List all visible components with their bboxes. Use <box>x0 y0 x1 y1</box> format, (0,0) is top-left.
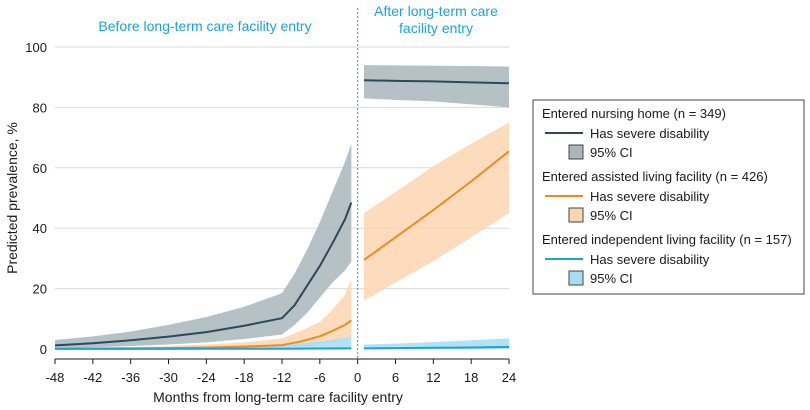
legend-ci-swatch-assisted <box>568 207 584 223</box>
y-axis-title: Predicted prevalence, % <box>4 122 20 274</box>
tick-layer: -48 -42 -36 -30 -24 -18 -12 -6 0 6 12 18 24 0 20 40 60 80… <box>25 40 516 385</box>
x-tick-label-18: 18 <box>464 370 478 385</box>
legend-line-label-nursing: Has severe disability <box>590 126 710 141</box>
y-tick-label-40: 40 <box>33 221 47 236</box>
series-line-assisted-after <box>363 150 510 261</box>
x-tick-label--30: -30 <box>159 370 178 385</box>
section-label-after-line2: facility entry <box>399 20 473 36</box>
x-tick-label-24: 24 <box>502 370 516 385</box>
line-layer <box>54 79 510 350</box>
x-tick-label--42: -42 <box>83 370 102 385</box>
y-tick-label-100: 100 <box>25 40 47 55</box>
ci-band-nursing-before <box>55 143 352 349</box>
series-line-nursing-after <box>363 79 510 85</box>
x-tick-label--18: -18 <box>235 370 254 385</box>
y-tick-label-20: 20 <box>33 282 47 297</box>
legend: Entered nursing home (n = 349) Has severe… <box>532 99 805 295</box>
legend-ci-swatch-independent <box>568 270 584 286</box>
series-line-independent-after <box>363 345 510 350</box>
legend-line-label-independent: Has severe disability <box>590 252 710 267</box>
x-tick-label-6: 6 <box>392 370 399 385</box>
y-tick-label-60: 60 <box>33 161 47 176</box>
x-tick-label--36: -36 <box>121 370 140 385</box>
x-tick-label--6: -6 <box>314 370 326 385</box>
legend-group-nursing: Entered nursing home (n = 349) <box>542 106 726 121</box>
series-line-nursing-before <box>54 202 353 347</box>
legend-group-independent: Entered independent living facility (n =… <box>542 232 792 247</box>
x-tick-label-0: 0 <box>354 370 361 385</box>
legend-group-assisted: Entered assisted living facility (n = 42… <box>542 169 768 184</box>
legend-ci-label-nursing: 95% CI <box>590 145 633 160</box>
legend-ci-label-independent: 95% CI <box>590 271 633 286</box>
x-tick-label--12: -12 <box>273 370 292 385</box>
ci-band-assisted-after <box>363 122 509 301</box>
legend-ci-swatch-nursing <box>568 144 584 160</box>
y-tick-label-80: 80 <box>33 100 47 115</box>
ci-band-independent-after <box>363 338 509 349</box>
x-tick-label--48: -48 <box>46 370 65 385</box>
x-axis-title: Months from long-term care facility entr… <box>153 389 403 405</box>
section-label-before: Before long-term care facility entry <box>98 18 311 34</box>
y-tick-label-0: 0 <box>40 342 47 357</box>
x-tick-label-12: 12 <box>426 370 440 385</box>
section-label-after-line1: After long-term care <box>374 3 498 19</box>
ci-band-nursing-after <box>363 65 509 108</box>
x-tick-label--24: -24 <box>197 370 216 385</box>
legend-line-label-assisted: Has severe disability <box>590 189 710 204</box>
legend-ci-label-assisted: 95% CI <box>590 208 633 223</box>
